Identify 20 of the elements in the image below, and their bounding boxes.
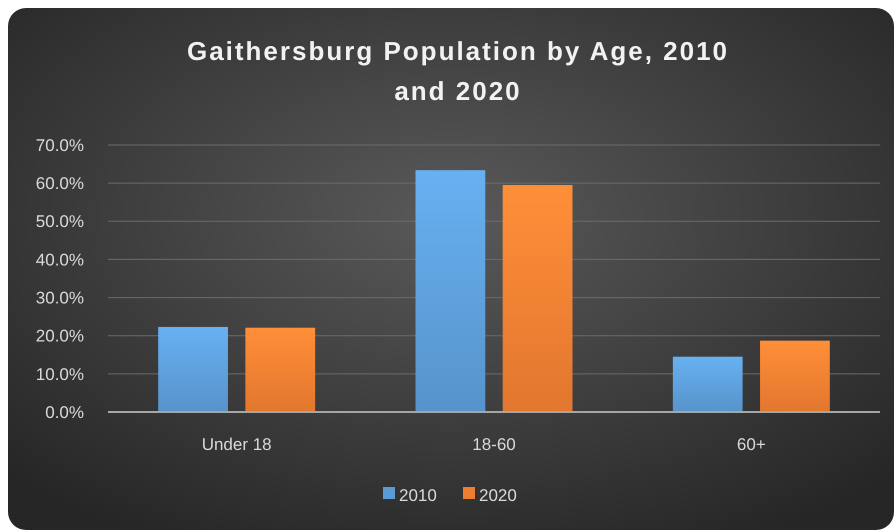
bar bbox=[760, 340, 830, 412]
chart-title: Gaithersburg Population by Age, 2010 and 2020 bbox=[186, 36, 730, 106]
x-tick-label: 18-60 bbox=[472, 435, 516, 454]
y-tick-label: 70.0% bbox=[36, 136, 84, 155]
x-tick-label: 60+ bbox=[736, 435, 766, 454]
bar bbox=[502, 185, 572, 412]
bar bbox=[158, 326, 228, 412]
bar bbox=[416, 170, 486, 412]
legend-label: 2010 bbox=[399, 486, 437, 505]
y-tick-label: 50.0% bbox=[36, 212, 84, 232]
bar bbox=[672, 356, 743, 412]
bar bbox=[245, 328, 316, 412]
y-tick-label: 40.0% bbox=[36, 250, 84, 270]
y-tick-label: 20.0% bbox=[36, 326, 84, 346]
y-tick-label: 60.0% bbox=[36, 174, 84, 194]
x-tick-label: Under 18 bbox=[202, 435, 272, 454]
y-tick-label: 0.0% bbox=[45, 402, 84, 422]
y-tick-label: 30.0% bbox=[36, 288, 84, 308]
y-tick-label: 10.0% bbox=[36, 364, 84, 384]
legend-label: 2020 bbox=[479, 486, 517, 505]
